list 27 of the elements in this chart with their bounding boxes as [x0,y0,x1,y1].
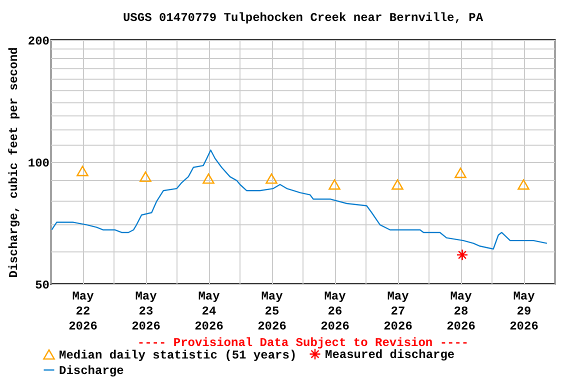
y-axis-title: Discharge, cubic feet per second [6,47,21,278]
line-series [51,149,548,250]
y-tick-label: 50 [35,278,50,292]
point [454,168,466,178]
point [328,179,340,190]
point [518,179,530,190]
chart-title: USGS 01470779 Tulpehocken Creek near Bernville, PA [122,11,484,25]
point [76,166,88,176]
point [456,248,468,261]
x-tick-label: May 28 2026 [446,290,476,334]
legend-label: Measured discharge [325,348,455,362]
x-tick-label: May 27 2026 [384,290,412,334]
legend-label: Discharge [59,364,124,378]
y-tick-label: 100 [28,156,50,170]
x-tick-label: May 29 2026 [510,290,538,334]
legend-label: Median daily statistic (51 years) [59,348,297,362]
point [266,173,278,184]
x-tick-label: May 23 2026 [132,290,160,334]
point [140,171,152,182]
x-tick-label: May 26 2026 [320,290,350,334]
x-tick-label: May 25 2026 [258,290,286,334]
point [202,173,214,184]
x-tick-label: May 22 2026 [68,290,98,334]
x-tick-label: May 24 2026 [194,290,224,334]
y-tick-label: 200 [28,34,50,48]
point [392,179,404,190]
text: ---- Provisional Data Subject to Revision ---- [137,336,469,350]
